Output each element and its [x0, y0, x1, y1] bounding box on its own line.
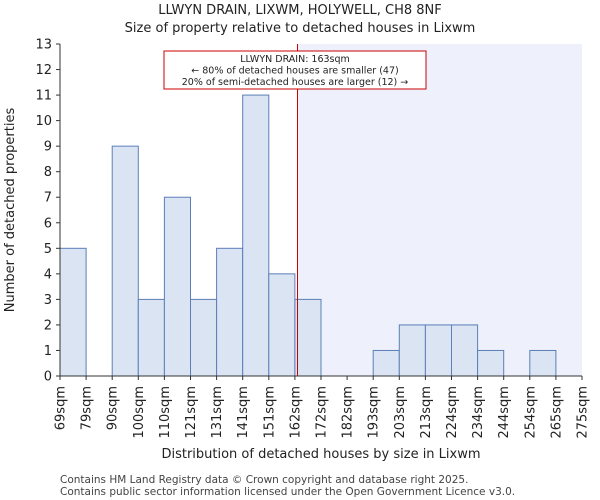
x-tick-label: 151sqm [262, 386, 277, 439]
histogram-bar [111, 145, 139, 377]
y-tick-label: 8 [44, 165, 52, 180]
x-tick-label: 131sqm [210, 386, 225, 439]
footer-copyright: Contains HM Land Registry data © Crown c… [60, 474, 469, 486]
annotation-line: ← 80% of detached houses are smaller (47… [191, 66, 398, 77]
x-tick-label: 203sqm [393, 386, 408, 439]
x-tick-label: 213sqm [419, 386, 434, 439]
y-tick-label: 0 [44, 370, 52, 385]
x-tick-label: 100sqm [132, 386, 147, 439]
x-tick-label: 265sqm [549, 386, 564, 439]
x-tick-label: 90sqm [106, 386, 121, 430]
y-tick-label: 11 [35, 89, 52, 104]
x-tick-label: 275sqm [576, 386, 591, 439]
histogram-bar [216, 247, 244, 377]
x-tick-label: 121sqm [184, 386, 199, 439]
y-tick-label: 5 [44, 242, 52, 257]
histogram-bar [59, 247, 87, 377]
histogram-bar [398, 324, 426, 377]
y-tick-label: 6 [44, 216, 52, 231]
x-tick-label: 254sqm [523, 386, 538, 439]
chart-title: LLWYN DRAIN, LIXWM, HOLYWELL, CH8 8NF [158, 3, 442, 18]
chart-subtitle: Size of property relative to detached ho… [124, 21, 476, 36]
x-tick-label: 244sqm [497, 386, 512, 439]
y-tick-label: 7 [44, 191, 52, 206]
x-tick-label: 234sqm [471, 386, 486, 439]
histogram-bar [242, 94, 270, 377]
histogram-bar [137, 298, 165, 377]
y-tick-label: 4 [44, 267, 52, 282]
histogram-bar [529, 349, 557, 377]
x-tick-label: 182sqm [341, 386, 356, 439]
y-tick-label: 13 [35, 38, 52, 53]
x-axis-label: Distribution of detached houses by size … [161, 447, 480, 462]
histogram-bar [451, 324, 479, 377]
x-tick-label: 224sqm [445, 386, 460, 439]
y-tick-label: 12 [35, 63, 52, 78]
histogram-bar [294, 298, 322, 377]
y-axis-label: Number of detached properties [3, 108, 18, 313]
footer-licence: Contains public sector information licen… [60, 486, 516, 498]
annotation-line: LLWYN DRAIN: 163sqm [240, 54, 350, 65]
histogram-bar [268, 273, 296, 377]
histogram-bar [190, 298, 218, 377]
histogram-bar [477, 349, 505, 377]
y-tick-label: 3 [44, 293, 52, 308]
x-tick-label: 110sqm [158, 386, 173, 439]
x-tick-label: 79sqm [80, 386, 95, 430]
histogram-bar [163, 196, 191, 377]
x-tick-label: 69sqm [54, 386, 69, 430]
y-tick-label: 10 [35, 114, 52, 129]
y-tick-label: 1 [44, 344, 52, 359]
x-tick-label: 141sqm [236, 386, 251, 439]
annotation-box [163, 50, 427, 90]
y-tick-label: 2 [44, 318, 52, 333]
annotation-line: 20% of semi-detached houses are larger (… [182, 77, 409, 88]
x-tick-label: 193sqm [367, 386, 382, 439]
histogram-bar [424, 324, 452, 377]
histogram-bar [372, 349, 400, 377]
x-tick-label: 172sqm [315, 386, 330, 439]
larger-region-shade [297, 44, 582, 376]
y-tick-label: 9 [44, 140, 52, 155]
x-tick-label: 162sqm [288, 386, 303, 439]
